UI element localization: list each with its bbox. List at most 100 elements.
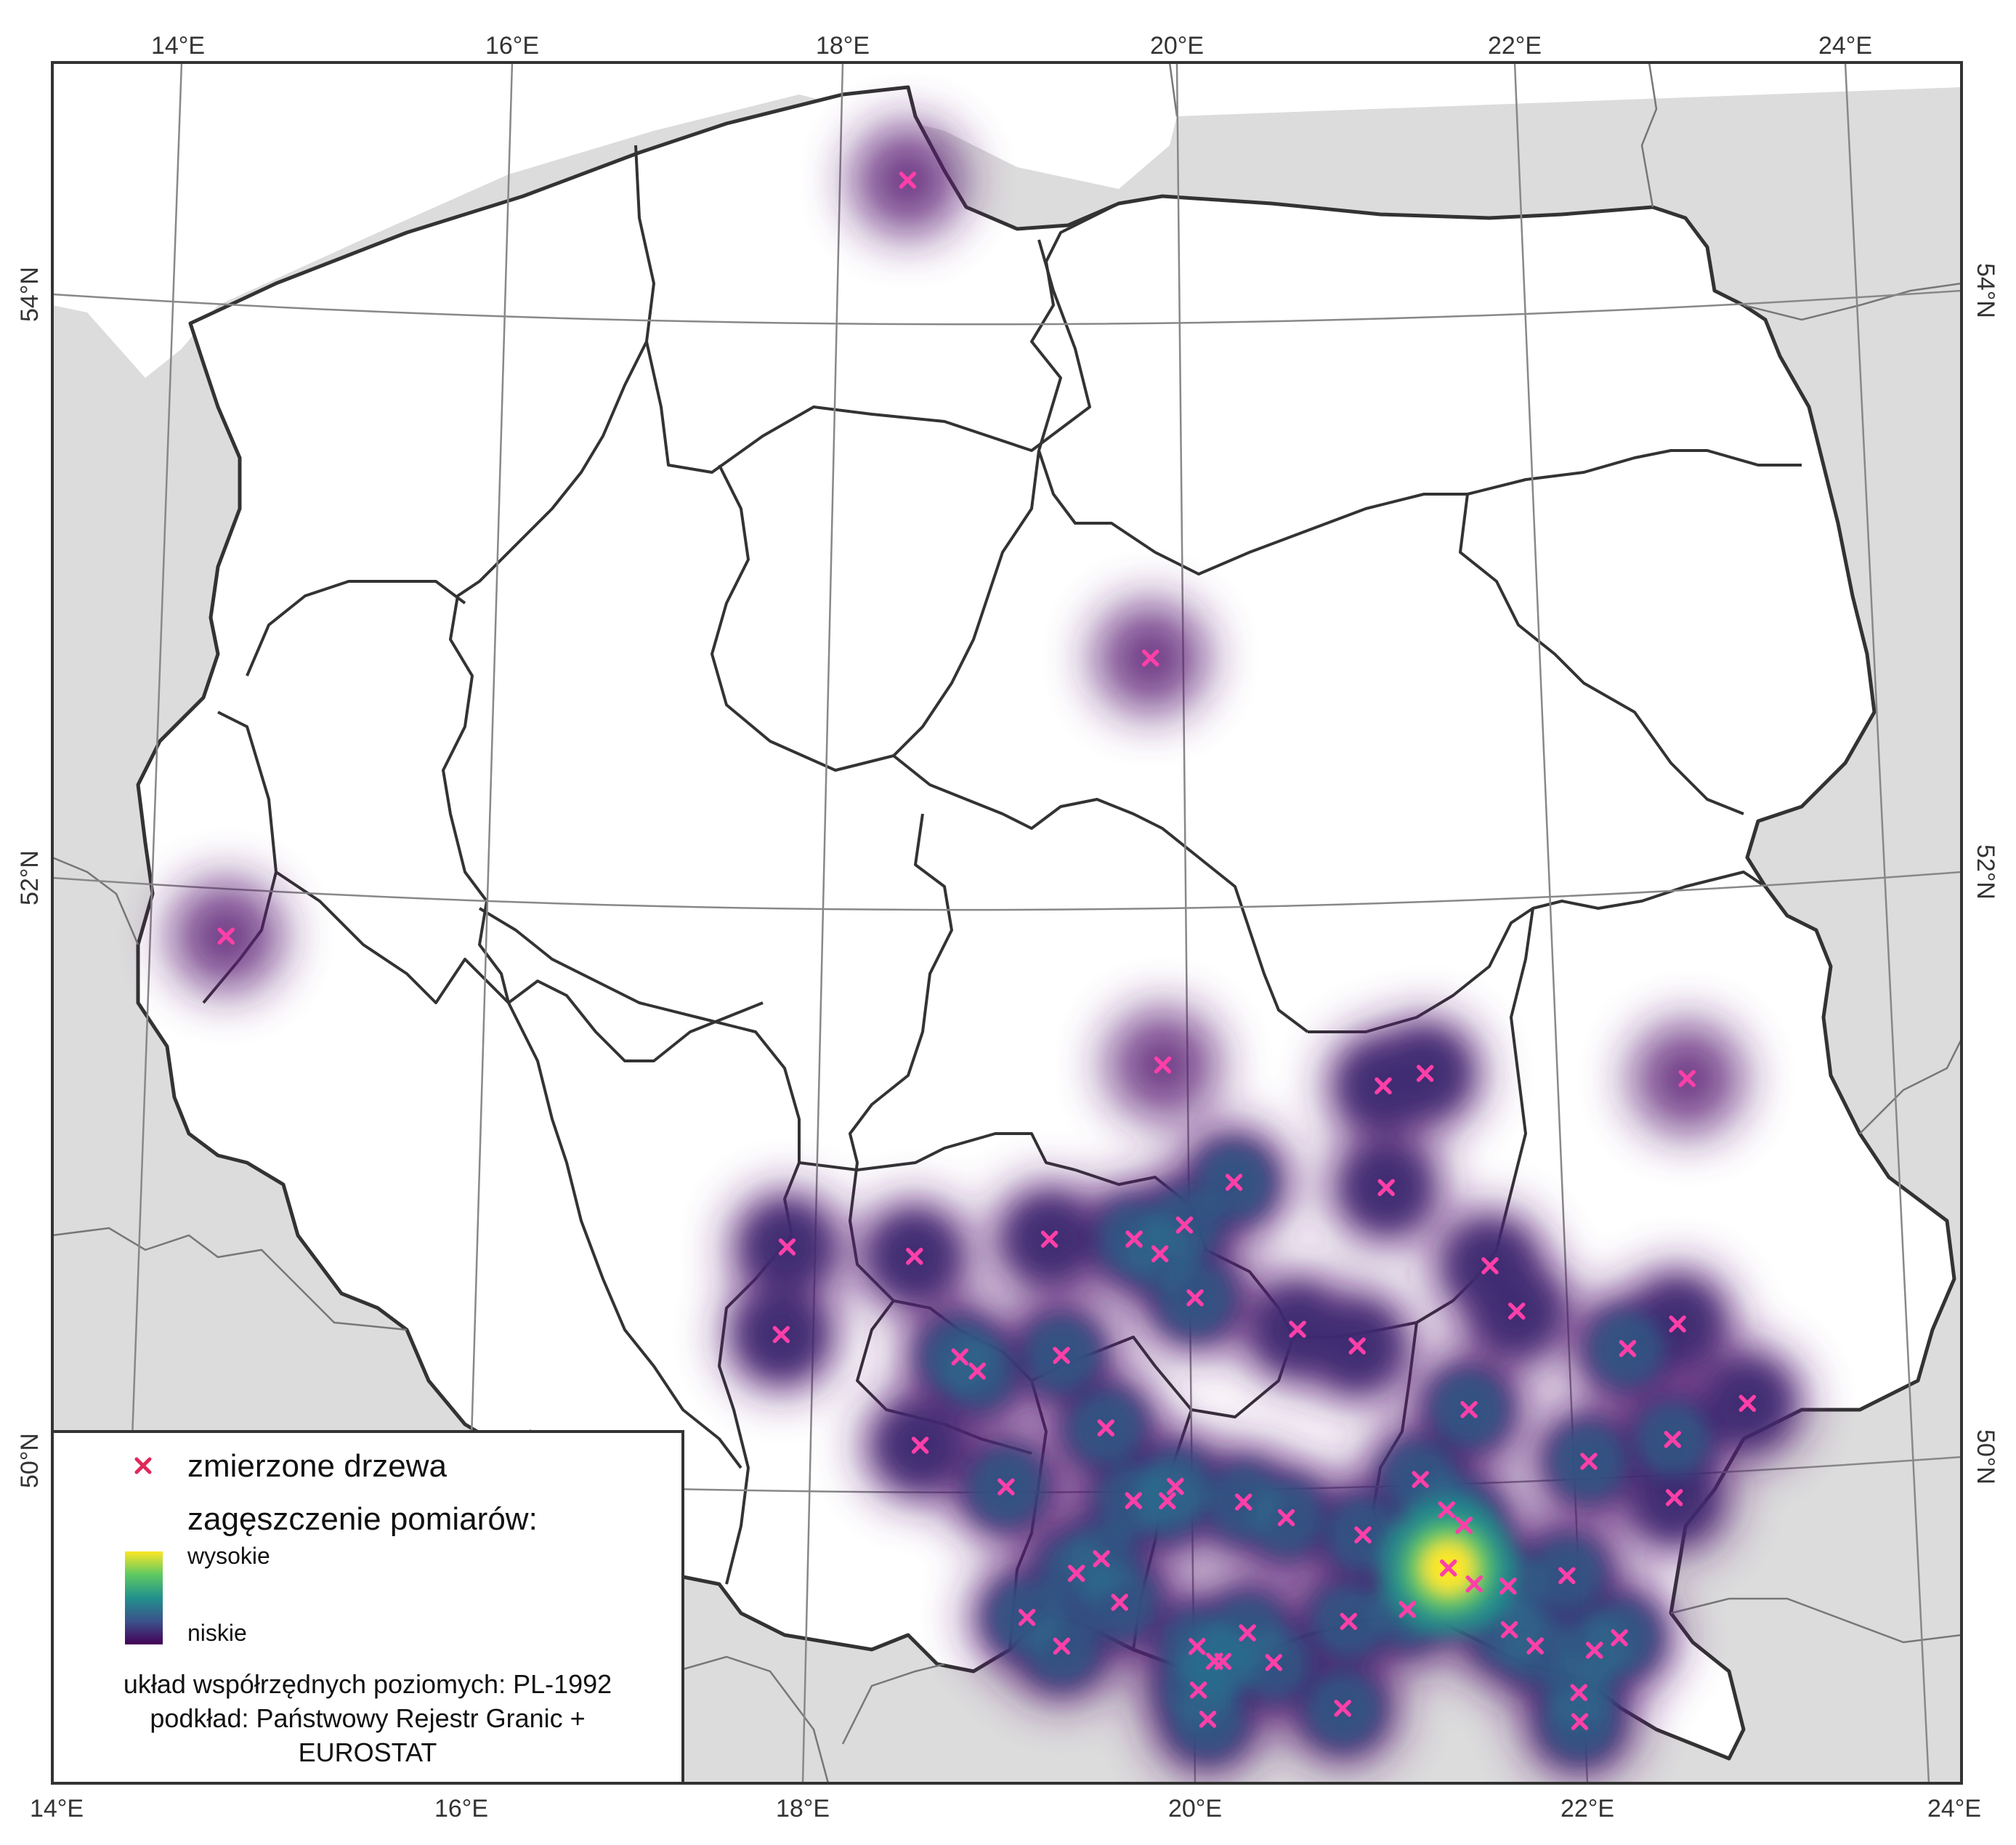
measured-tree-marker bbox=[1678, 1070, 1696, 1087]
legend-density-label: zagęszczenie pomiarów: bbox=[187, 1501, 538, 1537]
baltic-sea bbox=[52, 62, 1962, 378]
measured-tree-marker bbox=[1053, 1347, 1070, 1364]
legend-points-label: zmierzone drzewa bbox=[187, 1448, 448, 1484]
measured-tree-marker bbox=[1151, 1245, 1169, 1263]
measured-tree-marker bbox=[1664, 1431, 1681, 1448]
measured-tree-marker bbox=[1141, 649, 1159, 667]
right-lat-label: 50°N bbox=[1972, 1429, 1999, 1485]
measured-tree-marker bbox=[1412, 1471, 1429, 1488]
measured-tree-marker bbox=[1189, 1682, 1207, 1699]
neighbour-borders bbox=[52, 62, 1962, 1783]
measured-tree-marker bbox=[1167, 1477, 1184, 1495]
map-frame bbox=[51, 61, 1963, 1785]
measured-tree-marker bbox=[1189, 1638, 1206, 1655]
measured-tree-marker bbox=[1438, 1501, 1456, 1519]
measured-tree-marker bbox=[1234, 1493, 1252, 1511]
legend-crs-note: układ współrzędnych poziomych: PL-1992 bbox=[124, 1669, 612, 1699]
legend-basemap-note: podkład: Państwowy Rejestr Granic + bbox=[150, 1703, 585, 1733]
measured-tree-marker bbox=[906, 1248, 923, 1265]
measured-tree-marker bbox=[1580, 1453, 1598, 1470]
measured-tree-marker bbox=[951, 1348, 968, 1366]
bottom-lon-label: 18°E bbox=[776, 1795, 830, 1822]
measured-tree-marker bbox=[1186, 1289, 1204, 1307]
left-lat-label: 52°N bbox=[16, 850, 44, 905]
measured-tree-marker bbox=[1738, 1394, 1757, 1412]
bottom-longitude-labels: 14°E 16°E 18°E 20°E 22°E 24°E bbox=[30, 1795, 1981, 1822]
measured-tree-marker bbox=[1340, 1612, 1358, 1631]
left-lat-label: 50°N bbox=[16, 1433, 44, 1488]
measured-tree-marker bbox=[1508, 1302, 1526, 1320]
measured-tree-marker bbox=[1111, 1594, 1128, 1611]
measured-tree-marker bbox=[1018, 1609, 1036, 1626]
measured-tree-marker bbox=[1586, 1642, 1603, 1659]
measured-tree-marker bbox=[1277, 1509, 1295, 1527]
measured-tree-marker bbox=[1040, 1230, 1058, 1248]
measured-tree-marker bbox=[1225, 1174, 1243, 1191]
measured-tree-marker bbox=[1175, 1216, 1194, 1234]
measured-tree-marker bbox=[1526, 1637, 1544, 1655]
top-lon-label: 18°E bbox=[816, 32, 870, 60]
measured-tree-marker bbox=[1348, 1337, 1366, 1355]
measured-tree-marker bbox=[997, 1478, 1015, 1495]
measured-tree-marker bbox=[1570, 1684, 1587, 1701]
measured-tree-marker bbox=[1665, 1489, 1683, 1506]
sea-left bbox=[52, 62, 87, 240]
measured-tree-marker bbox=[1481, 1257, 1499, 1275]
bottom-lon-label: 22°E bbox=[1560, 1795, 1614, 1822]
measured-tree-marker bbox=[1460, 1401, 1478, 1418]
measured-tree-marker bbox=[1465, 1575, 1483, 1593]
bottom-lon-label: 14°E bbox=[30, 1795, 84, 1822]
measured-tree-marker bbox=[1053, 1637, 1071, 1655]
legend-basemap-note-2: EUROSTAT bbox=[299, 1737, 437, 1767]
measured-tree-marker bbox=[1571, 1713, 1589, 1730]
top-longitude-labels: 14°E 16°E 18°E 20°E 22°E 24°E bbox=[151, 32, 1872, 60]
legend-colorbar bbox=[125, 1551, 163, 1644]
measured-tree-marker bbox=[1199, 1711, 1217, 1728]
left-lat-label: 54°N bbox=[16, 267, 44, 322]
measured-tree-marker bbox=[778, 1238, 796, 1256]
measured-trees-layer bbox=[217, 171, 1757, 1730]
left-latitude-labels: 54°N 52°N 50°N bbox=[16, 267, 44, 1488]
measured-tree-marker bbox=[1159, 1492, 1176, 1510]
measured-tree-marker bbox=[1239, 1624, 1256, 1642]
top-lon-label: 16°E bbox=[485, 32, 539, 60]
right-lat-label: 54°N bbox=[1972, 263, 1999, 318]
measured-tree-marker bbox=[1125, 1492, 1142, 1509]
legend-low-label: niskie bbox=[187, 1620, 247, 1646]
measured-tree-marker bbox=[1377, 1179, 1395, 1196]
measured-tree-marker bbox=[1669, 1315, 1686, 1333]
measured-tree-marker bbox=[1334, 1700, 1351, 1717]
measured-tree-marker bbox=[1125, 1230, 1143, 1248]
measured-tree-marker bbox=[1398, 1601, 1416, 1618]
legend-point-symbol bbox=[134, 1457, 152, 1474]
measured-tree-marker bbox=[1354, 1526, 1372, 1543]
measured-tree-marker bbox=[899, 171, 917, 189]
measured-tree-marker bbox=[1619, 1340, 1637, 1357]
measured-tree-marker bbox=[968, 1362, 986, 1380]
measured-tree-marker bbox=[911, 1437, 929, 1454]
measured-tree-marker bbox=[1289, 1320, 1306, 1338]
right-lat-label: 52°N bbox=[1972, 844, 1999, 900]
measured-tree-marker bbox=[1154, 1056, 1172, 1074]
measured-tree-marker bbox=[1375, 1077, 1392, 1094]
measured-tree-marker bbox=[1265, 1654, 1282, 1671]
measured-tree-marker bbox=[1611, 1629, 1628, 1647]
bottom-lon-label: 24°E bbox=[1927, 1795, 1981, 1822]
legend-high-label: wysokie bbox=[187, 1543, 270, 1569]
measured-tree-marker bbox=[1067, 1565, 1085, 1582]
measured-tree-marker bbox=[217, 927, 235, 945]
measured-tree-marker bbox=[1500, 1620, 1518, 1639]
legend: zmierzone drzewa zagęszczenie pomiarów: … bbox=[51, 1430, 684, 1785]
top-lon-label: 24°E bbox=[1818, 32, 1872, 60]
measured-tree-marker bbox=[1093, 1550, 1110, 1567]
bottom-lon-label: 20°E bbox=[1168, 1795, 1222, 1822]
measured-tree-marker bbox=[1455, 1517, 1473, 1534]
measured-tree-marker bbox=[1416, 1065, 1434, 1082]
top-lon-label: 14°E bbox=[151, 32, 205, 60]
bottom-lon-label: 16°E bbox=[434, 1795, 488, 1822]
measured-tree-marker bbox=[1097, 1419, 1115, 1437]
measured-tree-marker bbox=[1558, 1567, 1576, 1585]
top-lon-label: 22°E bbox=[1488, 32, 1542, 60]
measured-tree-marker bbox=[1439, 1559, 1457, 1577]
